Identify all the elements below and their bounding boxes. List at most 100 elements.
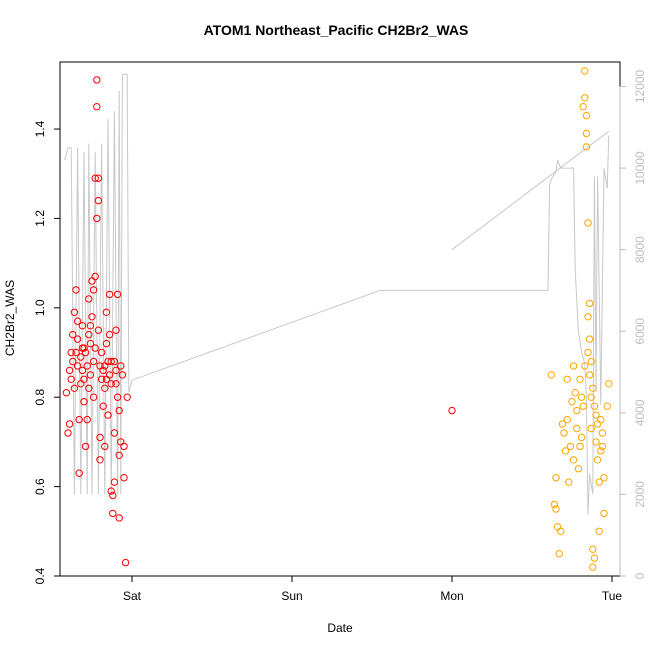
data-point bbox=[595, 527, 603, 535]
data-point bbox=[582, 129, 591, 138]
data-point bbox=[598, 442, 607, 451]
data-point bbox=[113, 290, 122, 299]
data-point bbox=[80, 344, 88, 352]
data-point bbox=[117, 362, 125, 370]
data-point bbox=[573, 406, 581, 415]
data-point bbox=[97, 348, 106, 357]
data-point bbox=[91, 272, 99, 281]
data-point bbox=[96, 456, 104, 464]
data-point bbox=[555, 550, 563, 558]
data-point bbox=[584, 313, 592, 321]
data-point bbox=[67, 375, 75, 383]
data-point bbox=[83, 362, 91, 370]
data-point bbox=[102, 308, 111, 316]
data-point bbox=[587, 424, 595, 433]
data-point bbox=[598, 429, 607, 437]
data-point bbox=[94, 326, 103, 334]
y-tick-label-right: 4000 bbox=[633, 399, 647, 426]
data-point bbox=[593, 456, 602, 464]
data-point bbox=[73, 317, 82, 325]
data-point bbox=[89, 286, 98, 294]
data-point bbox=[89, 393, 98, 401]
data-point bbox=[102, 339, 111, 348]
data-point bbox=[104, 411, 112, 419]
y-tick-label-right: 10000 bbox=[633, 151, 647, 185]
data-point bbox=[115, 514, 123, 522]
data-point bbox=[80, 398, 88, 406]
data-point bbox=[115, 406, 123, 415]
data-point bbox=[107, 357, 115, 366]
data-point bbox=[93, 76, 101, 84]
x-tick-label: Sat bbox=[123, 589, 142, 603]
y-axis-label: CH2Br2_WAS bbox=[3, 280, 17, 356]
data-point bbox=[107, 380, 115, 388]
data-point bbox=[603, 402, 611, 410]
data-point bbox=[590, 402, 599, 410]
data-point bbox=[568, 398, 576, 406]
data-point bbox=[553, 523, 562, 531]
data-point bbox=[91, 344, 99, 352]
y-tick-label-left: 0.8 bbox=[33, 389, 47, 406]
data-point bbox=[110, 357, 119, 366]
y-tick-label-left: 1.2 bbox=[33, 210, 47, 227]
y-tick-label-right: 0 bbox=[633, 572, 647, 579]
data-point bbox=[565, 478, 573, 486]
x-tick-label: Sun bbox=[281, 589, 302, 603]
data-point bbox=[77, 380, 85, 388]
data-point bbox=[569, 362, 578, 370]
data-point bbox=[550, 500, 559, 509]
data-point bbox=[547, 371, 555, 379]
y-tick-label-right: 8000 bbox=[633, 236, 647, 263]
data-point bbox=[112, 366, 120, 375]
y-tick-label-left: 0.6 bbox=[33, 478, 47, 495]
data-point bbox=[69, 330, 77, 339]
data-point bbox=[86, 371, 95, 379]
data-point bbox=[120, 442, 128, 451]
data-point bbox=[67, 348, 75, 357]
data-point bbox=[589, 545, 597, 553]
data-point bbox=[561, 447, 570, 455]
data-point bbox=[109, 509, 117, 518]
data-point bbox=[592, 411, 600, 419]
data-point bbox=[70, 384, 79, 392]
y-axis-left: 0.4 0.6 0.8 1.0 1.2 1.4 bbox=[33, 120, 61, 584]
y-tick-label-right: 12000 bbox=[633, 69, 647, 103]
data-point bbox=[593, 420, 602, 428]
data-point bbox=[552, 505, 560, 513]
data-point bbox=[123, 393, 131, 401]
data-point bbox=[75, 415, 83, 424]
data-point bbox=[600, 509, 608, 518]
data-point bbox=[105, 290, 114, 299]
data-point bbox=[83, 415, 91, 424]
y-tick-label-left: 1.4 bbox=[33, 120, 47, 137]
data-point bbox=[120, 474, 128, 482]
data-point bbox=[96, 362, 104, 370]
data-point bbox=[589, 384, 597, 392]
data-point bbox=[65, 420, 74, 428]
data-point bbox=[112, 380, 120, 388]
data-point bbox=[569, 456, 578, 464]
data-point bbox=[595, 478, 603, 486]
data-point bbox=[584, 219, 592, 227]
data-point bbox=[72, 348, 80, 357]
data-point bbox=[597, 415, 605, 424]
y-axis-right: 0 2000 4000 6000 8000 10000 12000 bbox=[619, 69, 647, 579]
y-tick-label-right: 6000 bbox=[633, 318, 647, 345]
data-point bbox=[94, 196, 103, 205]
data-point bbox=[577, 393, 586, 401]
data-point bbox=[86, 339, 95, 348]
data-point bbox=[91, 174, 99, 182]
y-tick-label-left: 0.4 bbox=[33, 567, 47, 584]
data-point bbox=[85, 384, 93, 392]
data-point bbox=[112, 326, 120, 334]
data-point bbox=[96, 433, 104, 442]
data-point bbox=[574, 465, 583, 473]
data-point bbox=[78, 366, 87, 375]
data-point bbox=[88, 313, 96, 321]
data-point bbox=[73, 362, 82, 370]
data-point bbox=[81, 442, 90, 451]
data-point bbox=[89, 357, 98, 366]
data-point bbox=[589, 563, 597, 571]
data-point bbox=[81, 348, 90, 357]
data-point bbox=[80, 375, 88, 383]
